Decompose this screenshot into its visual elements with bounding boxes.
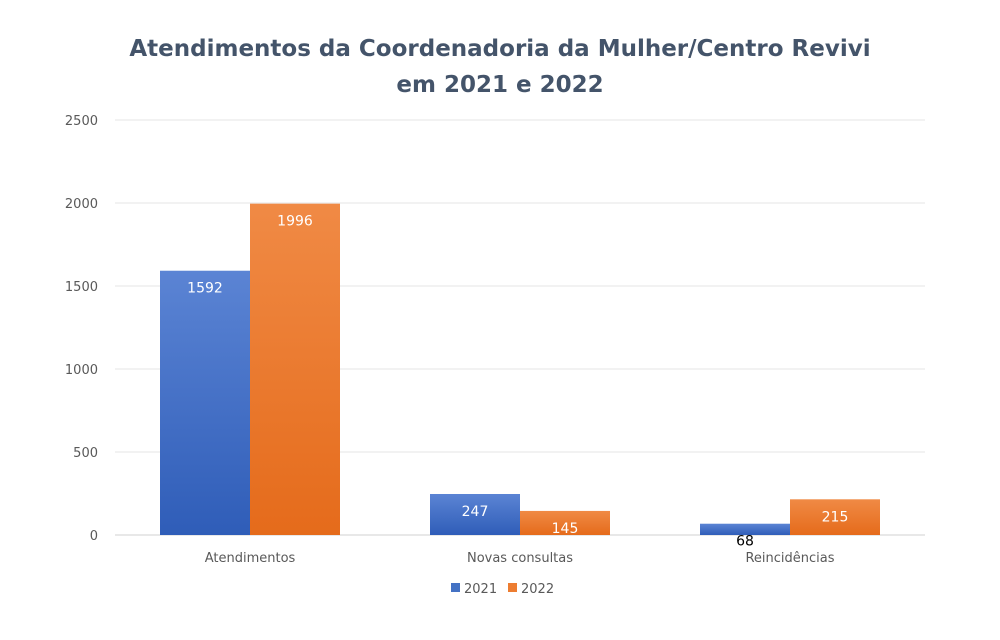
legend-label: 2022 bbox=[521, 582, 554, 597]
bar-2022-0 bbox=[250, 203, 340, 535]
legend-swatch-2022 bbox=[508, 583, 517, 592]
data-label: 1996 bbox=[277, 214, 313, 230]
data-label: 145 bbox=[552, 521, 579, 537]
legend-swatch-2021 bbox=[451, 583, 460, 592]
chart-title-line-2: em 2021 e 2022 bbox=[396, 72, 604, 98]
chart-title-line-1: Atendimentos da Coordenadoria da Mulher/… bbox=[129, 36, 871, 62]
x-tick-label: Reincidências bbox=[745, 551, 834, 566]
x-tick-label: Novas consultas bbox=[467, 551, 573, 566]
legend-label: 2021 bbox=[464, 582, 497, 597]
data-label: 247 bbox=[462, 504, 489, 520]
bar-2021-1 bbox=[430, 493, 520, 535]
bar-2022-2 bbox=[790, 499, 880, 535]
bar-2021-0 bbox=[160, 270, 250, 535]
y-tick-label: 1500 bbox=[65, 280, 98, 295]
y-tick-label: 2000 bbox=[65, 197, 98, 212]
y-tick-label: 0 bbox=[90, 529, 98, 544]
bar-2022-1 bbox=[520, 510, 610, 535]
data-label: 68 bbox=[736, 534, 754, 550]
bar-2021-2 bbox=[700, 523, 790, 535]
y-tick-label: 1000 bbox=[65, 363, 98, 378]
data-label: 1592 bbox=[187, 281, 223, 297]
x-tick-label: Atendimentos bbox=[205, 551, 296, 566]
data-label: 215 bbox=[822, 509, 849, 525]
y-tick-label: 2500 bbox=[65, 114, 98, 129]
y-tick-label: 500 bbox=[73, 446, 98, 461]
